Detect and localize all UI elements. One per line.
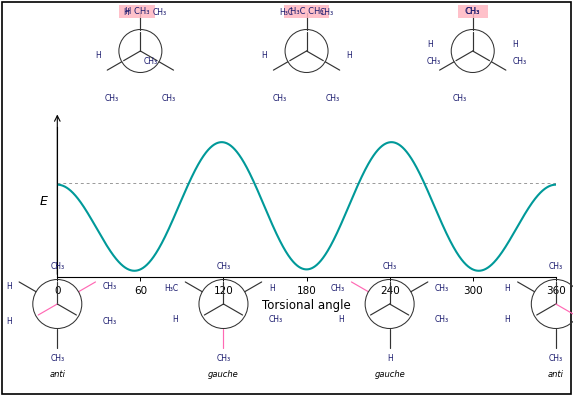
Y-axis label: E: E [40, 196, 48, 208]
Text: CH₃: CH₃ [383, 262, 397, 271]
Text: CH₃: CH₃ [465, 7, 481, 16]
Text: CH₃: CH₃ [426, 57, 441, 66]
Text: CH₃: CH₃ [50, 354, 64, 363]
Text: H₃C CH₃: H₃C CH₃ [290, 7, 323, 16]
Text: CH₃: CH₃ [152, 8, 166, 17]
Text: CH₃: CH₃ [549, 262, 563, 271]
Text: H: H [512, 40, 518, 49]
Text: CH₃: CH₃ [330, 284, 344, 293]
Text: H: H [269, 284, 274, 293]
Text: CH₃: CH₃ [326, 94, 340, 103]
Text: H: H [346, 51, 352, 60]
Text: H CH₃: H CH₃ [125, 7, 150, 16]
Text: CH₃: CH₃ [549, 354, 563, 363]
Text: CH₃: CH₃ [217, 354, 230, 363]
FancyBboxPatch shape [284, 5, 329, 18]
Text: H: H [6, 282, 12, 291]
X-axis label: Torsional angle: Torsional angle [262, 299, 351, 312]
Text: H: H [387, 354, 393, 363]
Text: H₃C: H₃C [164, 284, 178, 293]
Text: CH₃: CH₃ [466, 6, 480, 15]
Text: CH₃: CH₃ [103, 317, 117, 326]
Text: H: H [123, 8, 128, 17]
Text: H: H [261, 51, 267, 60]
Text: H: H [505, 316, 511, 324]
FancyBboxPatch shape [458, 5, 488, 18]
Text: CH₃: CH₃ [103, 282, 117, 291]
Text: H: H [505, 284, 511, 293]
Text: CH₃: CH₃ [273, 94, 287, 103]
Text: anti: anti [49, 370, 65, 379]
Text: H: H [427, 40, 433, 49]
Text: CH₃: CH₃ [105, 94, 119, 103]
Text: CH₃: CH₃ [144, 57, 158, 66]
Text: CH₃: CH₃ [320, 8, 333, 17]
Text: CH₃: CH₃ [435, 316, 449, 324]
Text: CH₃: CH₃ [162, 94, 176, 103]
Text: H: H [95, 51, 101, 60]
FancyBboxPatch shape [119, 5, 155, 18]
Text: CH₃: CH₃ [50, 262, 64, 271]
Text: CH₃: CH₃ [512, 57, 527, 66]
Text: CH₃: CH₃ [453, 94, 467, 103]
Text: H₃C: H₃C [280, 8, 293, 17]
Text: CH₃: CH₃ [269, 316, 283, 324]
Text: gauche: gauche [374, 370, 405, 379]
Text: H: H [6, 317, 12, 326]
Text: gauche: gauche [208, 370, 239, 379]
Text: CH₃: CH₃ [435, 284, 449, 293]
Text: H: H [172, 316, 178, 324]
Text: H: H [339, 316, 344, 324]
Text: anti: anti [548, 370, 564, 379]
Text: CH₃: CH₃ [217, 262, 230, 271]
